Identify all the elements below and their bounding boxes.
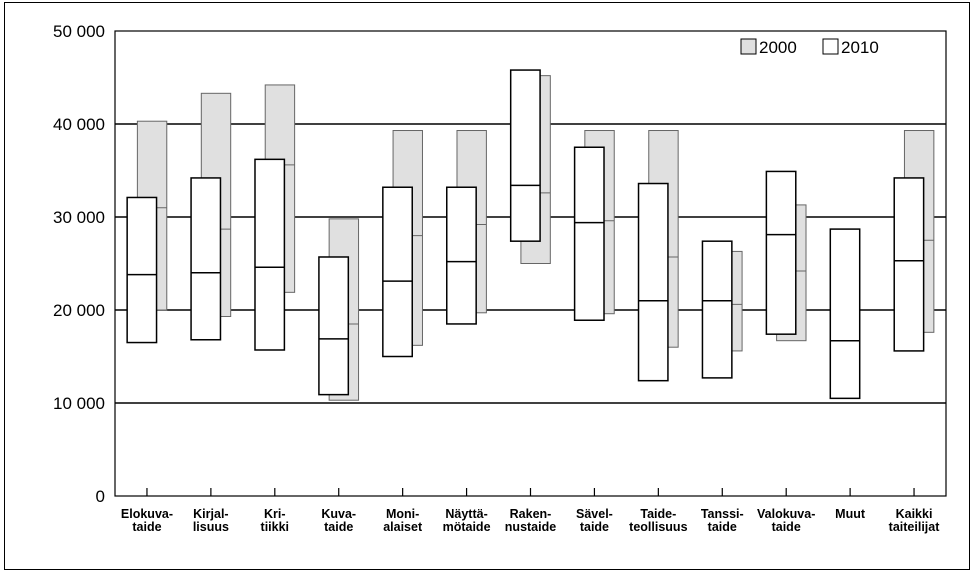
legend-label-2010: 2010 bbox=[841, 38, 879, 57]
x-category-label-9-0: Tanssi- bbox=[701, 507, 744, 521]
box-2010-4 bbox=[382, 186, 413, 358]
x-category-label-0-0: Elokuva- bbox=[121, 507, 173, 521]
x-category-label-2-1: tiikki bbox=[261, 520, 290, 534]
box-2010-8 bbox=[637, 182, 669, 382]
box-2010-1 bbox=[190, 177, 222, 341]
x-category-label-4-0: Moni- bbox=[386, 507, 419, 521]
box-2010-11 bbox=[829, 228, 861, 400]
chart-frame: 0 10 000 20 000 30 000 40 000 50 000 Elokuva-t… bbox=[4, 2, 970, 570]
y-tick-label-50000: 50 000 bbox=[53, 22, 105, 41]
x-category-label-9-1: taide bbox=[708, 520, 737, 534]
x-category-label-8-1: teollisuus bbox=[629, 520, 687, 534]
y-tick-label-10000: 10 000 bbox=[53, 394, 105, 413]
x-category-label-7-1: taide bbox=[580, 520, 609, 534]
x-category-label-11-0: Muut bbox=[835, 507, 866, 521]
box-2010-3 bbox=[318, 256, 350, 396]
x-category-label-6-0: Raken- bbox=[510, 507, 552, 521]
x-category-label-4-1: alaiset bbox=[383, 520, 423, 534]
y-tick-label-20000: 20 000 bbox=[53, 301, 105, 320]
legend-swatch-2010 bbox=[822, 38, 839, 55]
box-2010-0 bbox=[126, 196, 158, 344]
y-tick-label-40000: 40 000 bbox=[53, 115, 105, 134]
x-category-label-8-0: Taide- bbox=[640, 507, 676, 521]
box-2010-12 bbox=[893, 177, 925, 352]
legend-swatch-2000 bbox=[740, 38, 757, 55]
x-category-label-0-1: taide bbox=[132, 520, 161, 534]
box-chart: 0 10 000 20 000 30 000 40 000 50 000 Elokuva-t… bbox=[53, 22, 947, 534]
y-tick-label-30000: 30 000 bbox=[53, 208, 105, 227]
box-2010-9 bbox=[701, 240, 733, 379]
x-category-label-5-0: Näyttä- bbox=[445, 507, 487, 521]
x-category-label-7-0: Sävel- bbox=[576, 507, 613, 521]
box-2010-6 bbox=[509, 69, 541, 242]
x-category-label-12-0: Kaikki bbox=[896, 507, 933, 521]
box-2010-2 bbox=[254, 158, 286, 351]
x-category-label-1-0: Kirjal- bbox=[193, 507, 228, 521]
box-2010-7 bbox=[573, 146, 605, 321]
x-category-label-12-1: taiteilijat bbox=[889, 520, 941, 534]
y-tick-label-0: 0 bbox=[96, 487, 105, 506]
x-category-label-2-0: Kri- bbox=[264, 507, 286, 521]
x-category-label-1-1: lisuus bbox=[193, 520, 229, 534]
x-category-label-10-0: Valokuva- bbox=[757, 507, 815, 521]
x-category-label-6-1: nustaide bbox=[505, 520, 556, 534]
box-2010-5 bbox=[446, 186, 477, 325]
x-category-label-3-1: taide bbox=[324, 520, 353, 534]
x-category-label-5-1: mötaide bbox=[443, 520, 491, 534]
box-2010-10 bbox=[765, 170, 797, 335]
legend-label-2000: 2000 bbox=[759, 38, 797, 57]
x-category-label-10-1: taide bbox=[772, 520, 801, 534]
x-category-label-3-0: Kuva- bbox=[321, 507, 356, 521]
